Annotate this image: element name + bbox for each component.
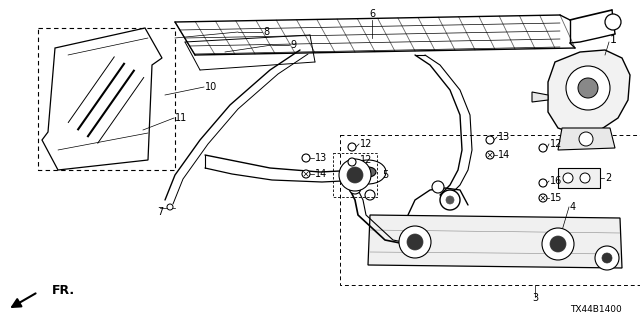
Polygon shape — [558, 128, 615, 150]
Circle shape — [339, 159, 371, 191]
Text: 1: 1 — [610, 35, 617, 45]
Circle shape — [605, 14, 621, 30]
Circle shape — [539, 144, 547, 152]
Circle shape — [432, 181, 444, 193]
Circle shape — [302, 154, 310, 162]
Text: 13: 13 — [315, 153, 327, 163]
Circle shape — [348, 143, 356, 151]
Circle shape — [440, 190, 460, 210]
Text: 5: 5 — [382, 170, 388, 180]
Text: 10: 10 — [205, 82, 217, 92]
Polygon shape — [368, 215, 622, 268]
Circle shape — [348, 158, 356, 166]
Ellipse shape — [350, 160, 386, 184]
Circle shape — [579, 132, 593, 146]
Text: 2: 2 — [605, 173, 611, 183]
Circle shape — [446, 196, 454, 204]
Circle shape — [167, 204, 173, 210]
Circle shape — [399, 226, 431, 258]
Text: 12: 12 — [360, 139, 372, 149]
Circle shape — [578, 78, 598, 98]
Circle shape — [595, 246, 619, 270]
Circle shape — [302, 170, 310, 178]
Ellipse shape — [360, 167, 376, 177]
Text: TX44B1400: TX44B1400 — [570, 305, 622, 314]
Polygon shape — [532, 92, 548, 102]
Circle shape — [542, 228, 574, 260]
Text: 9: 9 — [290, 40, 296, 50]
Text: 15: 15 — [550, 193, 563, 203]
Circle shape — [349, 182, 361, 194]
Circle shape — [486, 151, 494, 159]
Circle shape — [602, 253, 612, 263]
Text: FR.: FR. — [52, 284, 75, 297]
Text: 12: 12 — [550, 139, 563, 149]
Text: 12: 12 — [360, 155, 372, 165]
Text: 8: 8 — [263, 27, 269, 37]
Circle shape — [580, 173, 590, 183]
Text: 6: 6 — [369, 9, 375, 19]
Polygon shape — [548, 50, 630, 135]
Text: 14: 14 — [498, 150, 510, 160]
Circle shape — [486, 136, 494, 144]
Text: 16: 16 — [550, 176, 563, 186]
Text: 14: 14 — [315, 169, 327, 179]
Text: 4: 4 — [570, 202, 576, 212]
Circle shape — [347, 167, 363, 183]
Circle shape — [550, 236, 566, 252]
Circle shape — [407, 234, 423, 250]
Circle shape — [539, 194, 547, 202]
Text: 7: 7 — [157, 207, 163, 217]
Circle shape — [365, 190, 375, 200]
Text: 3: 3 — [532, 293, 538, 303]
Circle shape — [563, 173, 573, 183]
Text: 13: 13 — [498, 132, 510, 142]
Text: 11: 11 — [175, 113, 188, 123]
Polygon shape — [558, 168, 600, 188]
Circle shape — [539, 179, 547, 187]
Circle shape — [566, 66, 610, 110]
